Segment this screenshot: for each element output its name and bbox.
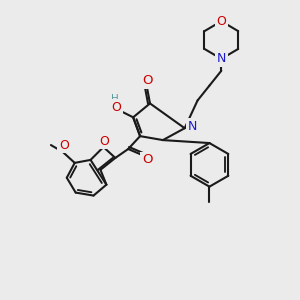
Text: O: O [100, 135, 110, 148]
Text: O: O [142, 74, 152, 87]
Text: O: O [111, 101, 121, 114]
Text: O: O [216, 15, 226, 28]
Text: O: O [142, 153, 152, 167]
Text: O: O [59, 139, 69, 152]
Text: N: N [188, 120, 197, 133]
Text: H: H [111, 94, 119, 104]
Text: N: N [217, 52, 226, 65]
